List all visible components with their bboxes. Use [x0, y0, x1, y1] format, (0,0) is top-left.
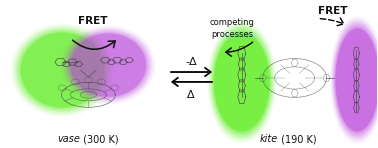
Ellipse shape — [208, 21, 276, 143]
Ellipse shape — [332, 19, 378, 141]
Ellipse shape — [335, 26, 378, 133]
Ellipse shape — [64, 27, 153, 103]
Ellipse shape — [70, 33, 146, 97]
Text: (190 K): (190 K) — [278, 134, 316, 144]
Ellipse shape — [17, 30, 107, 111]
Ellipse shape — [335, 28, 378, 131]
Ellipse shape — [210, 25, 274, 139]
Text: kite: kite — [259, 134, 278, 144]
Ellipse shape — [13, 25, 112, 115]
FancyArrowPatch shape — [171, 68, 211, 76]
Ellipse shape — [14, 27, 111, 113]
Ellipse shape — [209, 23, 275, 141]
Ellipse shape — [19, 31, 106, 109]
Text: -Δ: -Δ — [185, 57, 197, 67]
Ellipse shape — [65, 29, 152, 102]
Text: (300 K): (300 K) — [81, 134, 119, 144]
Text: vase: vase — [57, 134, 81, 144]
Ellipse shape — [330, 17, 378, 143]
Ellipse shape — [21, 32, 104, 108]
Ellipse shape — [69, 32, 147, 98]
Ellipse shape — [212, 29, 272, 135]
Ellipse shape — [214, 32, 270, 131]
Ellipse shape — [214, 32, 270, 131]
Text: competing
processes: competing processes — [209, 18, 254, 39]
Ellipse shape — [335, 28, 378, 131]
Ellipse shape — [332, 21, 378, 139]
Text: FRET: FRET — [77, 16, 107, 25]
FancyArrowPatch shape — [320, 18, 344, 26]
Ellipse shape — [333, 23, 378, 137]
Ellipse shape — [68, 31, 149, 99]
Ellipse shape — [21, 32, 104, 108]
Text: FRET: FRET — [318, 6, 347, 16]
Ellipse shape — [211, 27, 273, 137]
FancyArrowPatch shape — [172, 78, 212, 86]
FancyArrowPatch shape — [226, 42, 253, 56]
Text: Δ: Δ — [187, 90, 195, 100]
Ellipse shape — [66, 30, 150, 100]
Ellipse shape — [70, 33, 146, 97]
Ellipse shape — [334, 25, 378, 135]
Ellipse shape — [213, 30, 271, 133]
FancyArrowPatch shape — [73, 40, 115, 49]
Ellipse shape — [16, 28, 109, 112]
